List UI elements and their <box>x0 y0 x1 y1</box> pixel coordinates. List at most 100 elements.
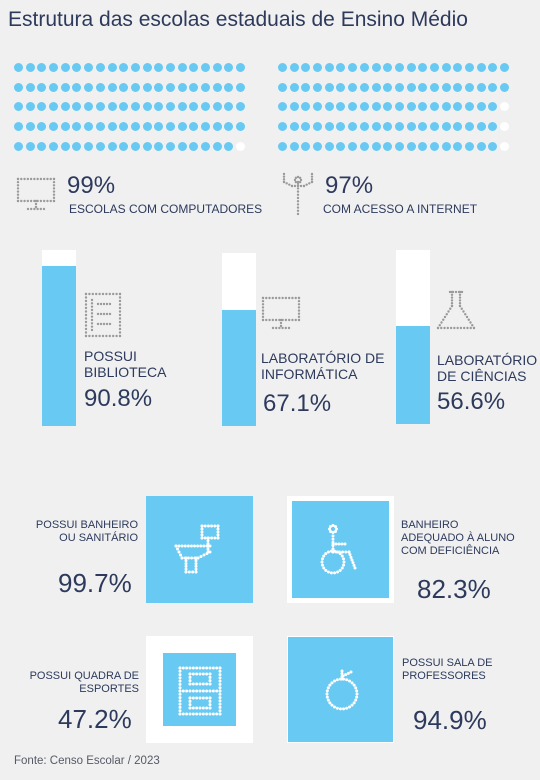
waffle-dot <box>60 82 70 92</box>
source-note: Fonte: Censo Escolar / 2023 <box>14 755 160 767</box>
waffle-dot-empty <box>500 141 510 151</box>
waffle-dot <box>189 122 199 132</box>
waffle-dot <box>60 63 70 72</box>
waffle-dot <box>476 102 486 112</box>
teachers-value: 94.9% <box>413 705 487 735</box>
waffle-dot <box>49 63 59 72</box>
waffle-dot <box>500 63 510 72</box>
waffle-dot <box>301 63 311 72</box>
waffle-dot <box>278 122 287 132</box>
waffle-dot <box>289 82 299 92</box>
bar-library <box>42 266 76 426</box>
waffle-dot <box>394 122 404 132</box>
waffle-dot <box>359 82 369 92</box>
waffle-dot <box>201 63 210 72</box>
waffle-dot <box>476 122 486 132</box>
square-bathroom <box>146 496 253 603</box>
waffle-dot <box>441 82 451 92</box>
waffle-dot <box>278 82 287 92</box>
waffle-dot <box>429 82 439 92</box>
waffle-dot <box>394 141 404 151</box>
waffle-dot <box>14 102 23 112</box>
waffle-dot <box>336 102 346 112</box>
accessible-label: BANHEIRO ADEQUADO À ALUNO COM DEFICIÊNCI… <box>401 519 515 557</box>
waffle-dot <box>37 63 47 72</box>
waffle-dot <box>453 122 463 132</box>
waffle-dot <box>453 82 463 92</box>
waffle-dot <box>313 102 323 112</box>
waffle-dot <box>476 141 486 151</box>
sports-court-icon <box>178 666 222 716</box>
waffle-dot <box>313 122 323 132</box>
waffle-dot <box>488 63 498 72</box>
square-frame-accessible <box>287 496 394 603</box>
waffle-dot <box>142 141 152 151</box>
waffle-dot <box>130 82 140 92</box>
waffle-dot <box>212 122 222 132</box>
waffle-dot <box>500 82 510 92</box>
internet-percent: 97% <box>325 172 374 199</box>
waffle-dot <box>383 102 393 112</box>
waffle-dot <box>476 63 486 72</box>
waffle-dot <box>336 82 346 92</box>
waffle-dot <box>60 122 70 132</box>
waffle-dot <box>488 82 498 92</box>
waffle-dot <box>289 122 299 132</box>
waffle-dot <box>418 122 428 132</box>
waffle-dot <box>313 63 323 72</box>
waffle-dot <box>119 122 129 132</box>
waffle-dot <box>406 141 416 151</box>
waffle-dot <box>189 141 199 151</box>
waffle-dot <box>224 122 234 132</box>
waffle-dot <box>301 102 311 112</box>
waffle-dot <box>488 141 498 151</box>
computer-lab-value: 67.1% <box>263 390 332 417</box>
waffle-dot <box>60 141 70 151</box>
teachers-label: POSSUI SALA DE PROFESSORES <box>402 657 493 682</box>
waffle-dot <box>406 63 416 72</box>
waffle-dot <box>107 122 117 132</box>
computer-lab-label: LABORATÓRIO DE INFORMÁTICA <box>261 350 385 382</box>
bar-track-science-lab <box>396 250 430 424</box>
waffle-dot <box>324 122 334 132</box>
waffle-dot <box>383 63 393 72</box>
waffle-dot <box>324 63 334 72</box>
waffle-dot <box>154 141 164 151</box>
waffle-dot <box>348 102 358 112</box>
waffle-dot <box>359 122 369 132</box>
bar-computer-lab <box>222 309 256 426</box>
waffle-dot <box>201 122 210 132</box>
waffle-dot <box>95 141 105 151</box>
waffle-dot <box>488 122 498 132</box>
waffle-dot <box>177 122 187 132</box>
waffle-dot <box>119 141 129 151</box>
waffle-dot <box>142 102 152 112</box>
waffle-dot <box>301 82 311 92</box>
waffle-dot <box>154 63 164 72</box>
waffle-dot <box>72 82 82 92</box>
waffle-dot <box>25 122 35 132</box>
waffle-dot <box>107 102 117 112</box>
waffle-dot <box>278 63 287 72</box>
waffle-dot <box>236 122 246 132</box>
waffle-dot <box>441 141 451 151</box>
waffle-dot <box>429 63 439 72</box>
waffle-dot <box>95 102 105 112</box>
waffle-dot <box>25 63 35 72</box>
waffle-dot <box>107 141 117 151</box>
waffle-dot <box>336 141 346 151</box>
waffle-dot <box>348 63 358 72</box>
waffle-dot <box>289 141 299 151</box>
waffle-dot <box>418 102 428 112</box>
page-title: Estrutura das escolas estaduais de Ensin… <box>8 8 468 31</box>
science-lab-label: LABORATÓRIO DE CIÊNCIAS <box>437 352 538 384</box>
waffle-dot <box>49 122 59 132</box>
wheelchair-icon <box>320 524 357 575</box>
monitor-icon <box>261 296 301 330</box>
waffle-dot <box>348 82 358 92</box>
waffle-dot <box>429 141 439 151</box>
waffle-dot <box>371 82 381 92</box>
waffle-dot <box>301 141 311 151</box>
waffle-dot <box>371 63 381 72</box>
computers-label: ESCOLAS COM COMPUTADORES <box>69 202 263 216</box>
